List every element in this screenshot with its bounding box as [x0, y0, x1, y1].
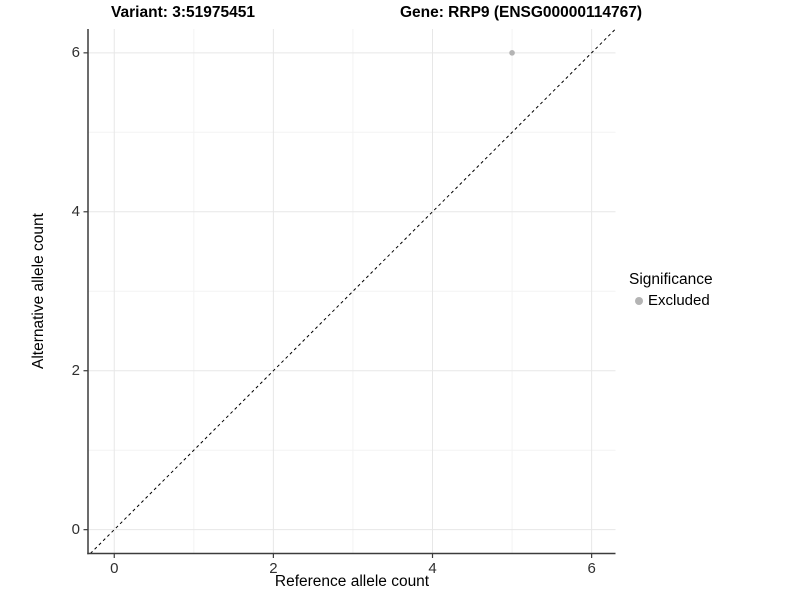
y-axis-title: Alternative allele count [30, 213, 47, 369]
gene-title: Gene: RRP9 (ENSG00000114767) [399, 4, 643, 21]
x-tick-label: 4 [428, 559, 437, 577]
variant-title: Variant: 3:51975451 [111, 4, 255, 21]
x-axis-title: Reference allele count [274, 573, 430, 590]
x-tick-label: 2 [269, 559, 278, 577]
y-tick-label: 4 [71, 202, 80, 220]
legend-item-label: Excluded [648, 292, 710, 309]
y-tick-label: 2 [71, 361, 80, 379]
legend-item-excluded: Excluded [629, 292, 713, 309]
identity-line [90, 28, 616, 554]
y-tick-label: 6 [71, 43, 80, 61]
legend-title: Significance [629, 271, 713, 288]
x-tick-label: 0 [110, 559, 119, 577]
legend-point-icon [635, 296, 643, 305]
legend: Significance Excluded [629, 271, 713, 309]
data-point [509, 50, 515, 56]
y-tick-label: 0 [71, 520, 80, 538]
x-tick-label: 6 [587, 559, 596, 577]
